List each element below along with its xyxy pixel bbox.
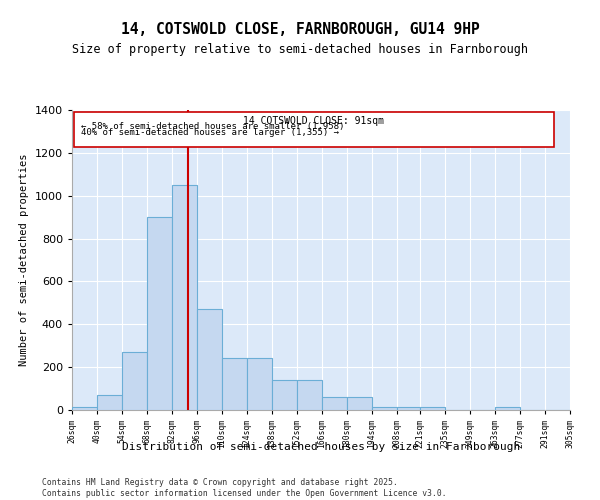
Y-axis label: Number of semi-detached properties: Number of semi-detached properties — [19, 154, 29, 366]
Bar — [197, 310, 222, 410]
Bar — [222, 358, 247, 410]
Bar — [297, 380, 322, 410]
Bar — [397, 407, 420, 410]
Text: Size of property relative to semi-detached houses in Farnborough: Size of property relative to semi-detach… — [72, 42, 528, 56]
Bar — [122, 352, 147, 410]
Bar — [72, 407, 97, 410]
Bar — [147, 217, 172, 410]
Bar — [97, 395, 122, 410]
Bar — [272, 380, 297, 410]
Text: Distribution of semi-detached houses by size in Farnborough: Distribution of semi-detached houses by … — [122, 442, 520, 452]
Bar — [495, 407, 520, 410]
Bar — [347, 397, 372, 410]
Text: 14 COTSWOLD CLOSE: 91sqm: 14 COTSWOLD CLOSE: 91sqm — [244, 116, 385, 126]
Text: Contains HM Land Registry data © Crown copyright and database right 2025.
Contai: Contains HM Land Registry data © Crown c… — [42, 478, 446, 498]
Text: 14, COTSWOLD CLOSE, FARNBOROUGH, GU14 9HP: 14, COTSWOLD CLOSE, FARNBOROUGH, GU14 9H… — [121, 22, 479, 38]
Bar — [322, 397, 347, 410]
Text: 40% of semi-detached houses are larger (1,355) →: 40% of semi-detached houses are larger (… — [81, 128, 339, 137]
Bar — [420, 407, 445, 410]
Bar — [247, 358, 272, 410]
FancyBboxPatch shape — [74, 112, 554, 147]
Bar — [172, 185, 197, 410]
Text: ← 58% of semi-detached houses are smaller (1,958): ← 58% of semi-detached houses are smalle… — [81, 122, 344, 132]
Bar — [372, 407, 397, 410]
